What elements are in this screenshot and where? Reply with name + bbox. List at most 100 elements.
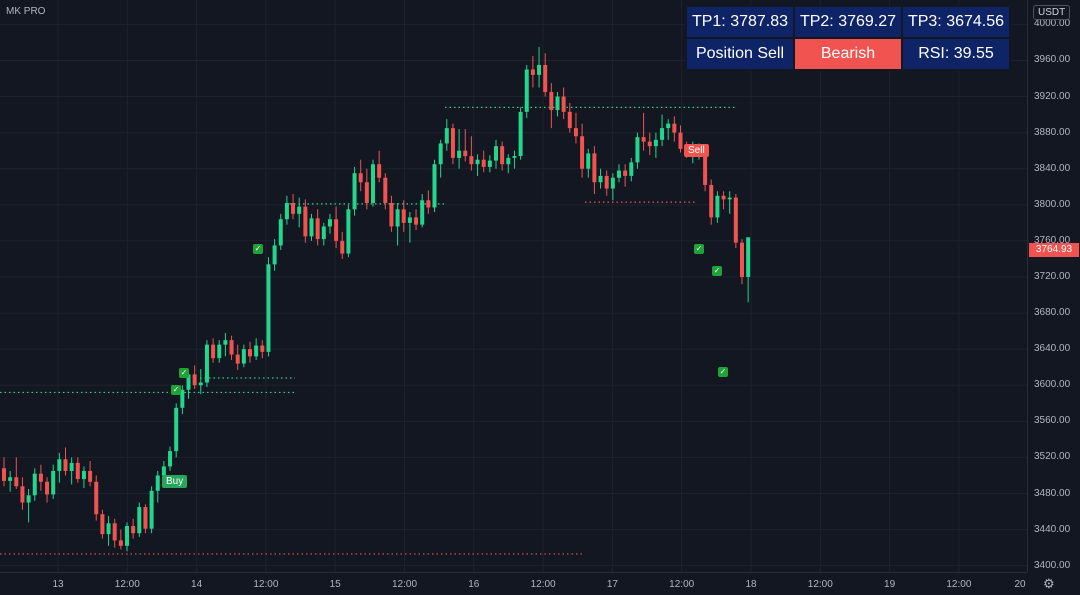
candle [51,464,56,499]
target-hit-check-icon: ✓ [718,367,728,377]
candle-body [112,523,117,541]
candle [168,446,173,471]
candle-body [303,206,308,237]
candle-body [168,451,173,467]
candle-body [235,354,240,364]
candle-body [426,200,431,208]
candle [260,340,265,359]
candle-body [432,164,437,208]
candle [617,164,621,183]
candle [229,335,234,360]
candle [174,403,179,458]
candle-body [131,525,136,534]
candle [561,87,566,120]
symbol-title[interactable]: MK PRO [6,6,46,17]
candle-body [610,177,615,189]
candle-body [543,64,548,93]
candle-body [309,218,314,237]
candle-body [125,525,129,546]
time-tick-label: 12:00 [946,579,972,590]
candle-body [420,200,425,225]
buy-signal-label: Buy [162,475,188,488]
candle [653,132,658,158]
candle [420,193,425,228]
candle-body [334,219,339,241]
price-axis[interactable]: 4000.00 3960.00 3920.00 3880.00 3840.00 3800.… [1027,0,1080,572]
candle [414,209,419,231]
candle [32,468,37,501]
candle-body [2,468,6,481]
candle [137,502,142,537]
candle [377,150,382,183]
time-tick-label: 17 [606,579,618,590]
price-tick-label: 3920.00 [1034,90,1071,102]
candle-body [291,202,296,214]
candle-body [567,111,572,129]
candle-body [475,159,480,165]
candle [81,466,86,489]
candle [352,166,357,216]
candle-body [598,175,603,183]
candle-body [94,481,99,515]
time-axis[interactable]: 13 12:00 14 12:00 15 12:00 16 12:00 17 12:00 18 12:… [0,572,1027,595]
time-tick-label: 16 [468,579,480,590]
candle [426,190,431,214]
price-tick-label: 3600.00 [1034,379,1071,391]
candle-body [481,159,486,167]
candle-body [149,490,154,529]
candle [598,168,603,189]
candle-body [229,340,234,355]
candle [63,447,68,476]
candle-body [106,523,111,535]
candle [8,470,13,492]
price-tick-label: 3440.00 [1034,523,1071,535]
candle-body [278,219,283,246]
candle-body [703,148,708,185]
candle-body [315,218,320,240]
candle [266,257,271,357]
candle [297,197,302,228]
price-tick-label: 3520.00 [1034,451,1071,463]
gear-icon[interactable]: ⚙ [1043,576,1055,591]
price-tick-label: 3760.00 [1034,234,1071,246]
candle [512,150,517,169]
candle-body [709,184,714,218]
candle [198,369,203,395]
candle-body [321,226,326,240]
candle [733,193,738,249]
candle-body [740,242,744,277]
currency-button[interactable]: USDT [1033,5,1071,20]
candlestick-chart[interactable] [0,0,1027,572]
candle-body [524,69,529,112]
tp1-cell: TP1: 3787.83 [685,5,795,39]
candle-body [352,173,357,210]
candle [346,204,351,258]
candle [487,155,492,173]
candle-body [346,209,351,254]
candle-body [635,137,640,163]
target-hit-check-icon: ✓ [171,385,181,395]
candle [660,114,665,147]
candle-body [678,132,683,149]
price-tick-label: 3680.00 [1034,307,1071,319]
candle [604,170,609,196]
candle [623,164,628,187]
candle-body [629,162,634,176]
candle [450,123,455,165]
candle-body [617,170,621,178]
candle [475,154,480,176]
candle-body [463,150,468,157]
candle [20,477,25,510]
candle-body [666,123,671,129]
candle [647,132,652,156]
time-tick-label: 15 [329,579,341,590]
candle [672,116,677,142]
candle-body [254,345,259,357]
candle-body [358,173,363,183]
candle-body [63,459,68,471]
candle-body [457,150,462,158]
candle [204,340,209,388]
candle-body [469,156,474,165]
candle [327,213,332,234]
candle [364,168,369,210]
